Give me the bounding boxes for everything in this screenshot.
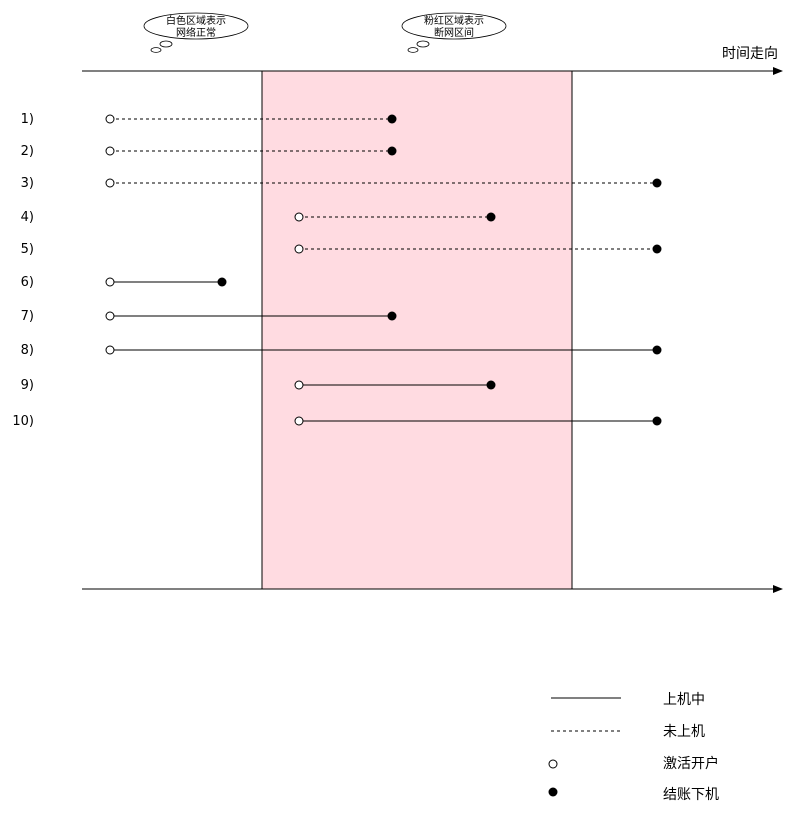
row-label: 5)	[21, 242, 34, 257]
checkout-filled-circle-icon	[387, 114, 397, 124]
checkout-filled-circle-icon	[486, 380, 496, 390]
legend-dashed-label: 未上机	[663, 724, 705, 740]
session-row: 2)	[21, 144, 397, 159]
row-label: 9)	[21, 378, 34, 393]
checkout-filled-circle-icon	[652, 416, 662, 426]
legend: 上机中 未上机 激活开户 结账下机	[548, 692, 719, 803]
checkout-filled-circle-icon	[652, 178, 662, 188]
activation-open-circle-icon	[105, 114, 115, 124]
session-row: 7)	[21, 309, 397, 324]
open-circle-icon	[548, 759, 558, 769]
cloud-text-line: 白色区域表示	[166, 14, 226, 27]
row-label: 4)	[21, 210, 34, 225]
row-label: 10)	[12, 414, 34, 429]
checkout-filled-circle-icon	[217, 277, 227, 287]
cloud-icon	[143, 12, 249, 53]
activation-open-circle-icon	[294, 212, 304, 222]
activation-open-circle-icon	[105, 178, 115, 188]
session-row: 10)	[12, 414, 662, 429]
cloud-text-line: 粉红区域表示	[424, 14, 484, 27]
activation-open-circle-icon	[105, 345, 115, 355]
cloud-text-line: 断网区间	[434, 26, 474, 39]
checkout-filled-circle-icon	[387, 311, 397, 321]
activation-open-circle-icon	[105, 311, 115, 321]
row-label: 7)	[21, 309, 34, 324]
activation-open-circle-icon	[105, 277, 115, 287]
cloud-text-line: 网络正常	[176, 26, 216, 39]
checkout-filled-circle-icon	[486, 212, 496, 222]
cloud-callout-outage: 粉红区域表示 断网区间	[401, 12, 507, 53]
legend-filled-circle-label: 结账下机	[663, 787, 719, 803]
checkout-filled-circle-icon	[652, 244, 662, 254]
row-label: 6)	[21, 275, 34, 290]
activation-open-circle-icon	[294, 244, 304, 254]
time-axis-label: 时间走向	[722, 46, 778, 62]
session-row: 5)	[21, 242, 662, 257]
filled-circle-icon	[548, 787, 558, 797]
cloud-icon	[401, 12, 507, 53]
session-row: 1)	[21, 112, 397, 127]
session-row: 6)	[21, 275, 227, 290]
checkout-filled-circle-icon	[652, 345, 662, 355]
activation-open-circle-icon	[105, 146, 115, 156]
legend-solid-label: 上机中	[663, 692, 705, 708]
activation-open-circle-icon	[294, 416, 304, 426]
session-rows: 1) 2) 3) 4) 5) 6) 7) 8) 9) 10)	[12, 112, 662, 429]
outage-region	[261, 70, 573, 590]
checkout-filled-circle-icon	[387, 146, 397, 156]
activation-open-circle-icon	[294, 380, 304, 390]
session-row: 4)	[21, 210, 496, 225]
session-row: 9)	[21, 378, 496, 393]
session-row: 3)	[21, 176, 662, 191]
cloud-callout-normal: 白色区域表示 网络正常	[143, 12, 249, 53]
legend-open-circle-label: 激活开户	[663, 755, 719, 772]
row-label: 1)	[21, 112, 34, 127]
row-label: 8)	[21, 343, 34, 358]
session-row: 8)	[21, 343, 662, 358]
row-label: 2)	[21, 144, 34, 159]
row-label: 3)	[21, 176, 34, 191]
